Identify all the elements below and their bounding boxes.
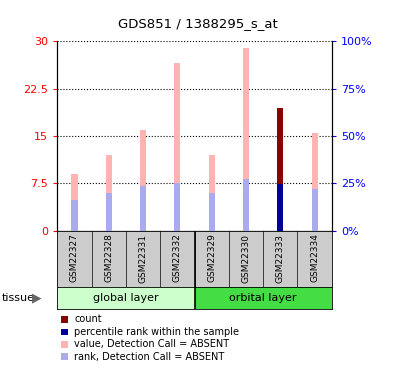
Bar <box>174 183 181 231</box>
Bar <box>312 189 318 231</box>
Bar <box>140 130 146 231</box>
Text: tissue: tissue <box>2 293 35 303</box>
Text: GSM22334: GSM22334 <box>310 234 319 282</box>
Text: value, Detection Call = ABSENT: value, Detection Call = ABSENT <box>74 339 229 349</box>
Bar <box>105 193 112 231</box>
Text: GSM22332: GSM22332 <box>173 234 182 282</box>
Text: rank, Detection Call = ABSENT: rank, Detection Call = ABSENT <box>74 352 224 362</box>
Text: ▶: ▶ <box>32 292 41 304</box>
Bar <box>140 186 146 231</box>
Text: GSM22333: GSM22333 <box>276 234 285 283</box>
Text: count: count <box>74 315 102 324</box>
Bar <box>105 155 112 231</box>
Text: GSM22331: GSM22331 <box>139 234 148 283</box>
Bar <box>209 193 215 231</box>
Text: GDS851 / 1388295_s_at: GDS851 / 1388295_s_at <box>118 17 277 30</box>
Text: global layer: global layer <box>93 293 159 303</box>
Bar <box>243 180 249 231</box>
Bar <box>57 287 195 309</box>
Text: GSM22329: GSM22329 <box>207 234 216 282</box>
Bar <box>243 48 249 231</box>
Bar <box>209 155 215 231</box>
Bar <box>71 174 77 231</box>
Bar <box>277 108 284 231</box>
Text: percentile rank within the sample: percentile rank within the sample <box>74 327 239 337</box>
Text: GSM22330: GSM22330 <box>241 234 250 283</box>
Bar <box>174 63 181 231</box>
Bar <box>312 133 318 231</box>
Bar <box>277 184 284 231</box>
Text: orbital layer: orbital layer <box>229 293 297 303</box>
Text: GSM22327: GSM22327 <box>70 234 79 282</box>
Bar <box>195 287 332 309</box>
Text: GSM22328: GSM22328 <box>104 234 113 282</box>
Bar <box>71 200 77 231</box>
